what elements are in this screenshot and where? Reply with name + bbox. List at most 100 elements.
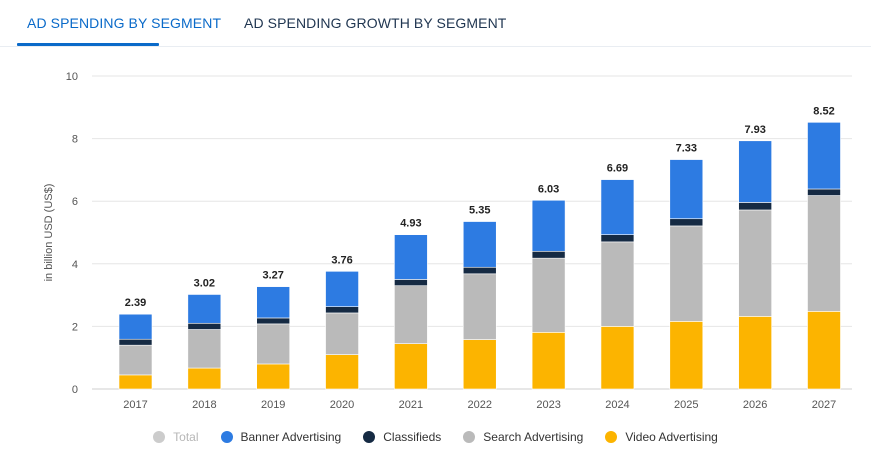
x-axis-ticks: 2017 2018 2019 2020 2021 2022 2023 2024 2025 2026…	[123, 399, 836, 411]
total-data-label: 8.52	[813, 105, 834, 117]
bar-segment-banner-advertising[interactable]	[531, 199, 566, 252]
bar-segment-banner-advertising[interactable]	[600, 179, 635, 235]
x-tick-label: 2022	[468, 399, 492, 411]
bars: 2.39 3.02 3.27 3.76 4.93 5.35 6.03 6.69 7.33 7.93…	[118, 105, 841, 390]
bar-segment-search-advertising[interactable]	[256, 323, 291, 365]
legend-marker-icon	[605, 431, 618, 443]
tab-ad-spending-by-segment[interactable]: AD SPENDING BY SEGMENT	[27, 15, 222, 31]
legend-marker-icon	[363, 431, 376, 443]
total-data-label: 3.27	[262, 270, 283, 282]
bar-segment-video-advertising[interactable]	[807, 311, 841, 390]
x-tick-label: 2018	[192, 399, 216, 411]
total-data-label: 5.35	[469, 205, 490, 217]
legend-item-total[interactable]: Total	[153, 430, 199, 444]
bar-segment-banner-advertising[interactable]	[807, 122, 841, 190]
bar-segment-banner-advertising[interactable]	[325, 271, 359, 307]
legend-marker-icon	[220, 431, 233, 443]
legend-label: Search Advertising	[483, 430, 584, 444]
bar-segment-banner-advertising[interactable]	[118, 313, 153, 340]
x-tick-label: 2024	[605, 399, 629, 411]
bar-segment-search-advertising[interactable]	[600, 241, 635, 327]
bar-segment-video-advertising[interactable]	[325, 354, 359, 390]
bar-segment-classifieds[interactable]	[325, 306, 359, 314]
total-data-label: 7.93	[744, 124, 765, 136]
y-tick-label: 0	[72, 384, 78, 396]
bar-segment-classifieds[interactable]	[669, 218, 704, 227]
bar-segment-banner-advertising[interactable]	[187, 294, 222, 324]
x-tick-label: 2021	[399, 399, 423, 411]
bar-segment-banner-advertising[interactable]	[394, 234, 428, 280]
bar-stack-2026[interactable]	[738, 140, 772, 390]
legend-item-video-advertising[interactable]: Video Advertising	[605, 430, 718, 444]
bar-segment-classifieds[interactable]	[531, 250, 566, 259]
bar-segment-search-advertising[interactable]	[394, 285, 428, 344]
x-tick-label: 2019	[261, 399, 285, 411]
bar-segment-search-advertising[interactable]	[807, 195, 841, 312]
bar-stack-2023[interactable]	[531, 199, 566, 390]
y-axis-ticks: 0 2 4 6 8 10	[66, 71, 78, 396]
bar-segment-video-advertising[interactable]	[669, 321, 704, 390]
bar-segment-video-advertising[interactable]	[256, 363, 291, 390]
bar-segment-search-advertising[interactable]	[187, 329, 222, 369]
total-data-label: 4.93	[400, 218, 421, 230]
y-tick-label: 2	[72, 321, 78, 333]
y-tick-label: 4	[72, 259, 78, 271]
bar-stack-2018[interactable]	[187, 294, 222, 390]
bar-segment-classifieds[interactable]	[738, 202, 772, 211]
bar-segment-classifieds[interactable]	[256, 317, 291, 325]
bar-segment-classifieds[interactable]	[118, 338, 153, 346]
total-data-label: 2.39	[125, 297, 146, 309]
bar-segment-search-advertising[interactable]	[738, 209, 772, 317]
bar-segment-video-advertising[interactable]	[600, 326, 635, 390]
total-data-label: 6.69	[607, 163, 628, 175]
bar-stack-2017[interactable]	[118, 313, 153, 390]
legend-label: Video Advertising	[625, 430, 718, 444]
bar-segment-video-advertising[interactable]	[531, 332, 566, 390]
total-data-label: 6.03	[538, 183, 559, 195]
x-tick-label: 2027	[812, 399, 836, 411]
legend-item-banner-advertising[interactable]: Banner Advertising	[220, 430, 341, 444]
total-data-label: 3.76	[331, 254, 352, 266]
bar-stack-2027[interactable]	[807, 122, 841, 390]
chart-legend: Total Banner Advertising Classifieds Search…	[0, 426, 871, 448]
x-tick-label: 2017	[123, 399, 147, 411]
bar-segment-search-advertising[interactable]	[462, 273, 497, 340]
y-tick-label: 8	[72, 134, 78, 146]
bar-segment-video-advertising[interactable]	[118, 374, 153, 390]
bar-stack-2019[interactable]	[256, 286, 291, 390]
bar-segment-classifieds[interactable]	[187, 322, 222, 330]
bar-segment-video-advertising[interactable]	[187, 367, 222, 390]
bar-segment-classifieds[interactable]	[600, 234, 635, 243]
total-data-label: 7.33	[676, 143, 697, 155]
y-tick-label: 6	[72, 196, 78, 208]
legend-marker-icon	[463, 431, 476, 443]
y-axis-title: in billion USD (US$)	[43, 184, 55, 282]
stacked-bar-chart: 0 2 4 6 8 10 in billion USD (US$) 2.39 3.02 3.2…	[43, 71, 852, 411]
bar-stack-2024[interactable]	[600, 179, 635, 390]
x-tick-label: 2020	[330, 399, 354, 411]
bar-segment-classifieds[interactable]	[807, 188, 841, 196]
x-tick-label: 2026	[743, 399, 767, 411]
tab-ad-spending-growth-by-segment[interactable]: AD SPENDING GROWTH BY SEGMENT	[244, 15, 507, 31]
bar-segment-search-advertising[interactable]	[118, 344, 153, 376]
bar-segment-banner-advertising[interactable]	[669, 159, 704, 220]
bar-stack-2020[interactable]	[325, 271, 359, 390]
bar-segment-video-advertising[interactable]	[462, 339, 497, 390]
bar-segment-classifieds[interactable]	[462, 266, 497, 275]
bar-segment-classifieds[interactable]	[394, 279, 428, 287]
y-tick-label: 10	[66, 71, 78, 83]
bar-segment-search-advertising[interactable]	[669, 225, 704, 322]
bar-stack-2022[interactable]	[462, 221, 497, 390]
bar-segment-search-advertising[interactable]	[531, 257, 566, 333]
bar-segment-banner-advertising[interactable]	[256, 286, 291, 319]
bar-segment-video-advertising[interactable]	[738, 316, 772, 390]
bar-segment-search-advertising[interactable]	[325, 312, 359, 355]
bar-segment-banner-advertising[interactable]	[462, 221, 497, 268]
bar-stack-2021[interactable]	[394, 234, 428, 390]
bar-stack-2025[interactable]	[669, 159, 704, 390]
bar-segment-video-advertising[interactable]	[394, 343, 428, 390]
legend-item-search-advertising[interactable]: Search Advertising	[463, 430, 583, 444]
legend-item-classifieds[interactable]: Classifieds	[363, 430, 441, 444]
bar-segment-banner-advertising[interactable]	[738, 140, 772, 203]
